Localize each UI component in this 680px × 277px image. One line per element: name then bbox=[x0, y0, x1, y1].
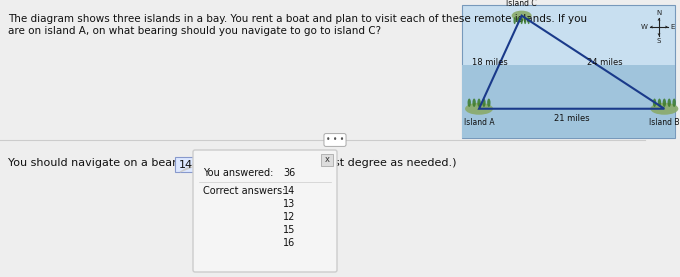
Ellipse shape bbox=[511, 11, 532, 21]
Bar bbox=[462, 65, 675, 138]
Text: Island C: Island C bbox=[507, 0, 537, 8]
Text: Island B: Island B bbox=[649, 118, 679, 127]
Ellipse shape bbox=[520, 17, 523, 24]
FancyBboxPatch shape bbox=[193, 150, 337, 272]
Ellipse shape bbox=[487, 99, 490, 107]
Text: Island A: Island A bbox=[464, 118, 494, 127]
Ellipse shape bbox=[465, 103, 493, 115]
Bar bbox=[175, 157, 197, 172]
Text: • • •: • • • bbox=[326, 135, 344, 145]
Ellipse shape bbox=[658, 99, 661, 107]
Bar bbox=[321, 154, 333, 166]
Text: Correct answers:: Correct answers: bbox=[203, 186, 286, 196]
Text: S: S bbox=[657, 38, 661, 44]
Text: 21 miles: 21 miles bbox=[554, 114, 590, 123]
Text: 14: 14 bbox=[179, 160, 193, 170]
Ellipse shape bbox=[477, 99, 481, 107]
Ellipse shape bbox=[473, 99, 476, 107]
Text: E: E bbox=[670, 24, 675, 30]
Text: The diagram shows three islands in a bay. You rent a boat and plan to visit each: The diagram shows three islands in a bay… bbox=[8, 14, 587, 24]
Text: N: N bbox=[656, 10, 662, 16]
Bar bbox=[462, 5, 675, 138]
Text: x: x bbox=[324, 155, 330, 165]
Ellipse shape bbox=[668, 99, 671, 107]
Text: 16: 16 bbox=[283, 238, 295, 248]
Ellipse shape bbox=[468, 99, 471, 107]
Ellipse shape bbox=[513, 17, 516, 24]
Text: You answered:: You answered: bbox=[203, 168, 273, 178]
Polygon shape bbox=[650, 25, 653, 29]
Text: You should navigate on a bearing of N: You should navigate on a bearing of N bbox=[8, 158, 220, 168]
Text: 13: 13 bbox=[283, 199, 295, 209]
Ellipse shape bbox=[517, 17, 520, 24]
Bar bbox=[213, 152, 232, 154]
Text: are on island A, on what bearing should you navigate to go to island C?: are on island A, on what bearing should … bbox=[8, 26, 381, 36]
Ellipse shape bbox=[650, 103, 679, 115]
Polygon shape bbox=[658, 18, 660, 20]
Text: 12: 12 bbox=[283, 212, 295, 222]
Ellipse shape bbox=[673, 99, 676, 107]
Text: 15: 15 bbox=[283, 225, 295, 235]
Text: W: W bbox=[641, 24, 648, 30]
Polygon shape bbox=[666, 25, 668, 29]
Text: °E . (Round to the nearest degree as needed.): °E . (Round to the nearest degree as nee… bbox=[199, 158, 456, 168]
Ellipse shape bbox=[528, 17, 530, 24]
Text: 18 miles: 18 miles bbox=[473, 58, 508, 67]
Text: 36: 36 bbox=[283, 168, 295, 178]
Ellipse shape bbox=[524, 17, 526, 24]
Text: 14: 14 bbox=[283, 186, 295, 196]
Polygon shape bbox=[658, 34, 660, 36]
Ellipse shape bbox=[653, 99, 656, 107]
Ellipse shape bbox=[482, 99, 486, 107]
Ellipse shape bbox=[663, 99, 666, 107]
Text: 24 miles: 24 miles bbox=[588, 58, 623, 67]
Polygon shape bbox=[180, 152, 230, 172]
